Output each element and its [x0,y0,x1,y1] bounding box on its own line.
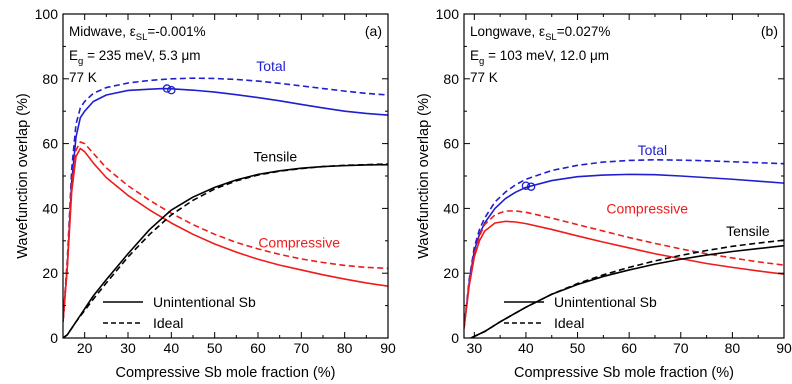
series-annotation-compressive: Compressive [258,234,340,250]
data-point-marker [167,85,176,95]
data-point-marker [526,182,536,191]
y-tick-label: 0 [50,330,58,346]
y-tick-label: 60 [42,136,58,152]
series-line-compressive-solid [63,147,388,322]
data-point-marker [162,84,172,93]
panel-b: 30 40 50 60 70 80 90 0 20 40 60 80 100 Compressive Sb… [416,6,792,381]
legend-dashed-label: Ideal [153,315,183,331]
x-tick-label: 60 [621,340,637,356]
info-line-2: Eg = 235 meV, 5.3 μm [69,48,201,67]
y-axis-label: Wavefunction overlap (%) [416,93,432,258]
series-line-total-dashed [464,159,784,329]
legend-dashed-label: Ideal [554,315,584,331]
series-line-tensile-dashed [469,239,784,338]
info-line-3: 77 K [470,70,498,85]
y-tick-label: 80 [42,71,58,87]
y-tick-label: 100 [35,6,59,22]
series-line-compressive-dashed [63,141,388,322]
x-tick-label: 20 [77,340,93,356]
x-tick-label: 60 [250,340,266,356]
x-axis-label: Compressive Sb mole fraction (%) [116,365,336,381]
x-tick-label: 50 [570,340,586,356]
panel-label: (a) [365,23,382,39]
x-tick-label: 70 [673,340,689,356]
y-axis-label: Wavefunction overlap (%) [15,93,31,258]
x-tick-label: 30 [467,340,483,356]
series-line-total-solid [63,87,388,322]
y-tick-label: 20 [42,265,58,281]
data-point-marker [521,181,531,190]
x-tick-label: 50 [207,340,223,356]
x-tick-label: 90 [380,340,396,356]
x-tick-label: 80 [337,340,353,356]
legend-solid-label: Unintentional Sb [153,294,256,310]
panel-label: (b) [761,23,778,39]
plot-area [464,159,784,338]
series-annotation-tensile: Tensile [254,149,298,165]
panel-a: 20 30 40 50 60 70 80 90 0 20 40 60 80 100 Compressive … [15,6,396,381]
legend-solid-label: Unintentional Sb [554,294,657,310]
y-tick-label: 0 [451,330,459,346]
y-tick-label: 100 [436,6,460,22]
x-tick-label: 70 [294,340,310,356]
series-line-compressive-dashed [464,210,784,329]
info-line-1: Longwave, εSL=0.027% [470,24,610,43]
series-annotation-total: Total [638,142,668,158]
x-tick-label: 90 [776,340,792,356]
info-line-1: Midwave, εSL=-0.001% [69,24,206,43]
series-line-tensile-dashed [63,163,388,338]
series-annotation-total: Total [256,58,286,74]
series-annotation-tensile: Tensile [726,223,770,239]
y-tick-label: 80 [443,71,459,87]
plot-area [63,77,388,338]
x-tick-label: 40 [518,340,534,356]
x-tick-label: 80 [725,340,741,356]
y-tick-label: 40 [42,200,58,216]
y-tick-label: 20 [443,265,459,281]
x-axis-label: Compressive Sb mole fraction (%) [514,365,734,381]
y-tick-label: 60 [443,136,459,152]
series-line-tensile-solid [63,163,388,338]
y-tick-label: 40 [443,200,459,216]
x-tick-label: 40 [164,340,180,356]
series-line-total-dashed [63,77,388,322]
x-tick-label: 30 [120,340,136,356]
series-annotation-compressive: Compressive [606,200,688,216]
info-line-2: Eg = 103 meV, 12.0 μm [470,48,609,67]
series-line-compressive-solid [464,220,784,329]
info-line-3: 77 K [69,70,97,85]
